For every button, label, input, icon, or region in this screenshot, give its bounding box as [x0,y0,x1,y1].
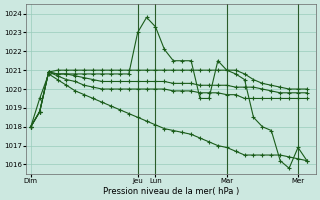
X-axis label: Pression niveau de la mer( hPa ): Pression niveau de la mer( hPa ) [103,187,239,196]
